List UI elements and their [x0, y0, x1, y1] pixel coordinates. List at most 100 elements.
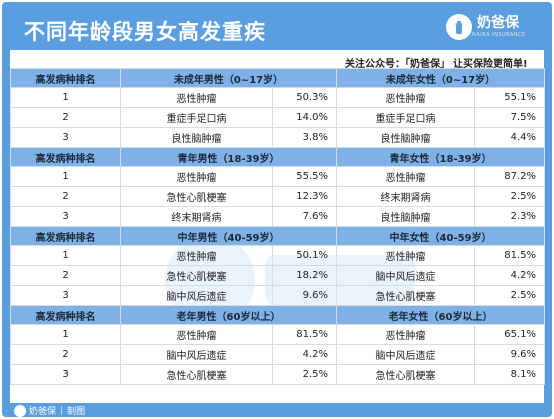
group-header-row: 高发病种排名 中年男性（40-59岁） 中年女性（40-59岁）: [10, 226, 546, 246]
male-percent-cell: 81.5%: [271, 324, 338, 345]
table-row: 3 终末期肾病 7.6% 良性脑肿瘤 2.3%: [10, 206, 546, 227]
disease-ranking-table: 高发病种排名 未成年男性（0~17岁） 未成年女性（0~17岁） 1 恶性肿瘤 50.3%…: [10, 68, 546, 385]
rank-cell: 2: [10, 265, 121, 286]
male-percent-cell: 50.3%: [271, 87, 338, 108]
male-percent-cell: 9.6%: [271, 285, 338, 306]
table-row: 1 恶性肿瘤 50.3% 恶性肿瘤 55.1%: [10, 87, 546, 108]
footer-credit: 奶爸保 | 制图: [14, 404, 85, 417]
female-percent-cell: 9.6%: [474, 344, 546, 365]
rank-header: 高发病种排名: [10, 226, 121, 246]
female-percent-cell: 2.5%: [474, 186, 546, 207]
brand-logo: 奶爸保 NAIBA INSURANCE: [446, 10, 538, 44]
table-row: 2 重症手足口病 14.0% 重症手足口病 7.5%: [10, 107, 546, 128]
baby-bottle-icon: [446, 14, 472, 40]
rank-header: 高发病种排名: [10, 68, 121, 88]
male-group-header: 青年男性（18-39岁）: [119, 147, 338, 167]
male-percent-cell: 50.1%: [271, 245, 338, 266]
female-disease-cell: 脑中风后遗症: [336, 265, 476, 286]
group-header-row: 高发病种排名 青年男性（18-39岁） 青年女性（18-39岁）: [10, 147, 546, 167]
table-row: 2 急性心肌梗塞 12.3% 终末期肾病 2.5%: [10, 186, 546, 207]
rank-cell: 2: [10, 107, 121, 128]
follow-slogan-text: 让买保险更简单!: [453, 59, 528, 70]
female-percent-cell: 4.2%: [474, 265, 546, 286]
male-percent-cell: 18.2%: [271, 265, 338, 286]
male-group-header: 中年男性（40-59岁）: [119, 226, 338, 246]
male-percent-cell: 3.8%: [271, 127, 338, 148]
male-disease-cell: 终末期肾病: [120, 206, 273, 227]
female-disease-cell: 恶性肿瘤: [336, 87, 476, 108]
male-disease-cell: 脑中风后遗症: [120, 344, 273, 365]
group-header-row: 高发病种排名 未成年男性（0~17岁） 未成年女性（0~17岁）: [10, 68, 546, 88]
table-row: 1 恶性肿瘤 55.5% 恶性肿瘤 87.2%: [10, 166, 546, 187]
table-row: 2 脑中风后遗症 4.2% 脑中风后遗症 9.6%: [10, 344, 546, 365]
rank-cell: 3: [10, 127, 121, 148]
rank-cell: 2: [10, 344, 121, 365]
male-percent-cell: 7.6%: [271, 206, 338, 227]
female-group-header: 老年女性（60岁以上）: [336, 305, 546, 325]
female-group-header: 未成年女性（0~17岁）: [336, 68, 546, 88]
female-disease-cell: 急性心肌梗塞: [336, 364, 476, 385]
female-disease-cell: 急性心肌梗塞: [336, 285, 476, 306]
rank-header: 高发病种排名: [10, 305, 121, 325]
table-row: 1 恶性肿瘤 81.5% 恶性肿瘤 65.1%: [10, 324, 546, 345]
rank-cell: 2: [10, 186, 121, 207]
footer-separator: |: [60, 405, 64, 416]
rank-cell: 1: [10, 245, 121, 266]
rank-cell: 1: [10, 166, 121, 187]
rank-cell: 3: [10, 206, 121, 227]
table-row: 3 脑中风后遗症 9.6% 急性心肌梗塞 2.5%: [10, 285, 546, 306]
male-percent-cell: 12.3%: [271, 186, 338, 207]
follow-banner: 关注公众号：「奶爸保」 让买保险更简单!: [10, 50, 544, 70]
female-percent-cell: 87.2%: [474, 166, 546, 187]
rank-cell: 3: [10, 285, 121, 306]
group-header-row: 高发病种排名 老年男性（60岁以上） 老年女性（60岁以上）: [10, 305, 546, 325]
footer-label: 制图: [67, 407, 86, 417]
male-disease-cell: 恶性肿瘤: [120, 245, 273, 266]
logo-subtitle: NAIBA INSURANCE: [472, 32, 526, 38]
male-disease-cell: 急性心肌梗塞: [120, 186, 273, 207]
male-disease-cell: 良性脑肿瘤: [120, 127, 273, 148]
male-percent-cell: 14.0%: [271, 107, 338, 128]
logo-name: 奶爸保: [477, 15, 519, 31]
follow-account-text: 关注公众号：「奶爸保」: [345, 59, 450, 70]
female-percent-cell: 7.5%: [474, 107, 546, 128]
female-percent-cell: 55.1%: [474, 87, 546, 108]
male-disease-cell: 急性心肌梗塞: [120, 364, 273, 385]
table-row: 3 良性脑肿瘤 3.8% 良性脑肿瘤 4.4%: [10, 127, 546, 148]
rank-header: 高发病种排名: [10, 147, 121, 167]
male-group-header: 老年男性（60岁以上）: [119, 305, 338, 325]
female-percent-cell: 2.5%: [474, 285, 546, 306]
female-group-header: 青年女性（18-39岁）: [336, 147, 546, 167]
female-percent-cell: 81.5%: [474, 245, 546, 266]
female-disease-cell: 良性脑肿瘤: [336, 127, 476, 148]
female-group-header: 中年女性（40-59岁）: [336, 226, 546, 246]
male-percent-cell: 2.5%: [271, 364, 338, 385]
female-disease-cell: 恶性肿瘤: [336, 166, 476, 187]
female-disease-cell: 恶性肿瘤: [336, 324, 476, 345]
female-percent-cell: 4.4%: [474, 127, 546, 148]
male-disease-cell: 恶性肿瘤: [120, 87, 273, 108]
male-group-header: 未成年男性（0~17岁）: [119, 68, 338, 88]
male-percent-cell: 55.5%: [271, 166, 338, 187]
footer-brand: 奶爸保: [29, 407, 57, 417]
female-disease-cell: 脑中风后遗症: [336, 344, 476, 365]
rank-cell: 1: [10, 87, 121, 108]
male-disease-cell: 重症手足口病: [120, 107, 273, 128]
female-percent-cell: 65.1%: [474, 324, 546, 345]
male-disease-cell: 恶性肿瘤: [120, 324, 273, 345]
rank-cell: 3: [10, 364, 121, 385]
table-row: 2 急性心肌梗塞 18.2% 脑中风后遗症 4.2%: [10, 265, 546, 286]
male-disease-cell: 脑中风后遗症: [120, 285, 273, 306]
table-row: 3 急性心肌梗塞 2.5% 急性心肌梗塞 8.1%: [10, 364, 546, 385]
baby-bottle-icon: [14, 404, 26, 417]
page-title: 不同年龄段男女高发重疾: [24, 20, 266, 44]
female-disease-cell: 终末期肾病: [336, 186, 476, 207]
female-percent-cell: 2.3%: [474, 206, 546, 227]
female-disease-cell: 良性脑肿瘤: [336, 206, 476, 227]
male-percent-cell: 4.2%: [271, 344, 338, 365]
female-percent-cell: 8.1%: [474, 364, 546, 385]
table-row: 1 恶性肿瘤 50.1% 恶性肿瘤 81.5%: [10, 245, 546, 266]
male-disease-cell: 急性心肌梗塞: [120, 265, 273, 286]
male-disease-cell: 恶性肿瘤: [120, 166, 273, 187]
